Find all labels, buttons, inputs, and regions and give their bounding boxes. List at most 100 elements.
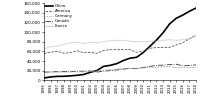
Germany: [43, 48, 45, 50]
France: [115, 69, 118, 70]
France: [182, 67, 184, 68]
America: [129, 49, 131, 50]
Canada: [76, 71, 78, 72]
America: [175, 44, 177, 46]
America: [89, 52, 91, 53]
Canada: [168, 64, 171, 65]
America: [109, 49, 111, 50]
China: [168, 23, 171, 25]
Canada: [43, 71, 45, 73]
China: [109, 65, 111, 66]
France: [63, 71, 65, 73]
America: [63, 53, 65, 54]
Canada: [96, 71, 98, 73]
China: [129, 58, 131, 59]
America: [135, 52, 138, 53]
China: [175, 18, 177, 19]
Canada: [122, 69, 125, 70]
Germany: [142, 41, 144, 42]
China: [43, 77, 45, 79]
China: [188, 11, 191, 12]
Canada: [49, 71, 52, 73]
China: [96, 70, 98, 71]
Canada: [162, 64, 164, 66]
China: [182, 15, 184, 16]
Canada: [82, 71, 85, 72]
America: [76, 50, 78, 51]
Germany: [129, 41, 131, 42]
China: [122, 60, 125, 61]
Canada: [102, 71, 105, 72]
France: [49, 71, 52, 73]
Line: Germany: Germany: [44, 36, 196, 49]
France: [109, 69, 111, 70]
China: [155, 40, 158, 41]
America: [96, 53, 98, 54]
Canada: [69, 71, 72, 72]
America: [188, 38, 191, 39]
Canada: [182, 65, 184, 66]
Canada: [115, 69, 118, 71]
America: [168, 47, 171, 48]
France: [69, 71, 72, 73]
Germany: [69, 42, 72, 43]
Canada: [175, 64, 177, 65]
France: [129, 68, 131, 69]
Germany: [96, 42, 98, 43]
Canada: [63, 71, 65, 72]
France: [43, 72, 45, 73]
America: [115, 49, 118, 50]
America: [142, 51, 144, 52]
China: [135, 57, 138, 58]
France: [175, 67, 177, 68]
Germany: [122, 40, 125, 41]
Legend: China, America, Germany, Canada, France: China, America, Germany, Canada, France: [45, 4, 73, 29]
France: [76, 71, 78, 73]
Canada: [109, 70, 111, 71]
France: [96, 71, 98, 72]
France: [135, 68, 138, 69]
America: [56, 51, 58, 52]
China: [149, 46, 151, 47]
Germany: [115, 40, 118, 41]
Line: America: America: [44, 35, 196, 53]
Germany: [195, 35, 197, 37]
France: [89, 71, 91, 72]
Germany: [188, 38, 191, 39]
America: [149, 48, 151, 49]
Germany: [168, 39, 171, 40]
France: [122, 68, 125, 69]
Germany: [56, 45, 58, 47]
France: [195, 67, 197, 68]
Line: France: France: [44, 67, 196, 72]
France: [162, 66, 164, 67]
France: [155, 67, 158, 68]
France: [82, 71, 85, 73]
Canada: [89, 70, 91, 72]
Germany: [162, 40, 164, 41]
Germany: [82, 43, 85, 44]
Germany: [102, 41, 105, 42]
Germany: [76, 42, 78, 43]
China: [102, 66, 105, 67]
America: [122, 49, 125, 50]
Canada: [188, 65, 191, 66]
America: [82, 52, 85, 53]
China: [82, 74, 85, 75]
Canada: [149, 66, 151, 67]
Germany: [109, 40, 111, 41]
Germany: [149, 41, 151, 42]
America: [155, 47, 158, 48]
Canada: [195, 64, 197, 66]
Germany: [135, 41, 138, 42]
Canada: [155, 65, 158, 66]
Germany: [63, 44, 65, 45]
China: [76, 75, 78, 76]
Germany: [89, 42, 91, 43]
China: [89, 72, 91, 73]
Germany: [175, 40, 177, 41]
France: [149, 67, 151, 68]
Line: Canada: Canada: [44, 64, 196, 72]
America: [69, 52, 72, 53]
America: [182, 42, 184, 43]
